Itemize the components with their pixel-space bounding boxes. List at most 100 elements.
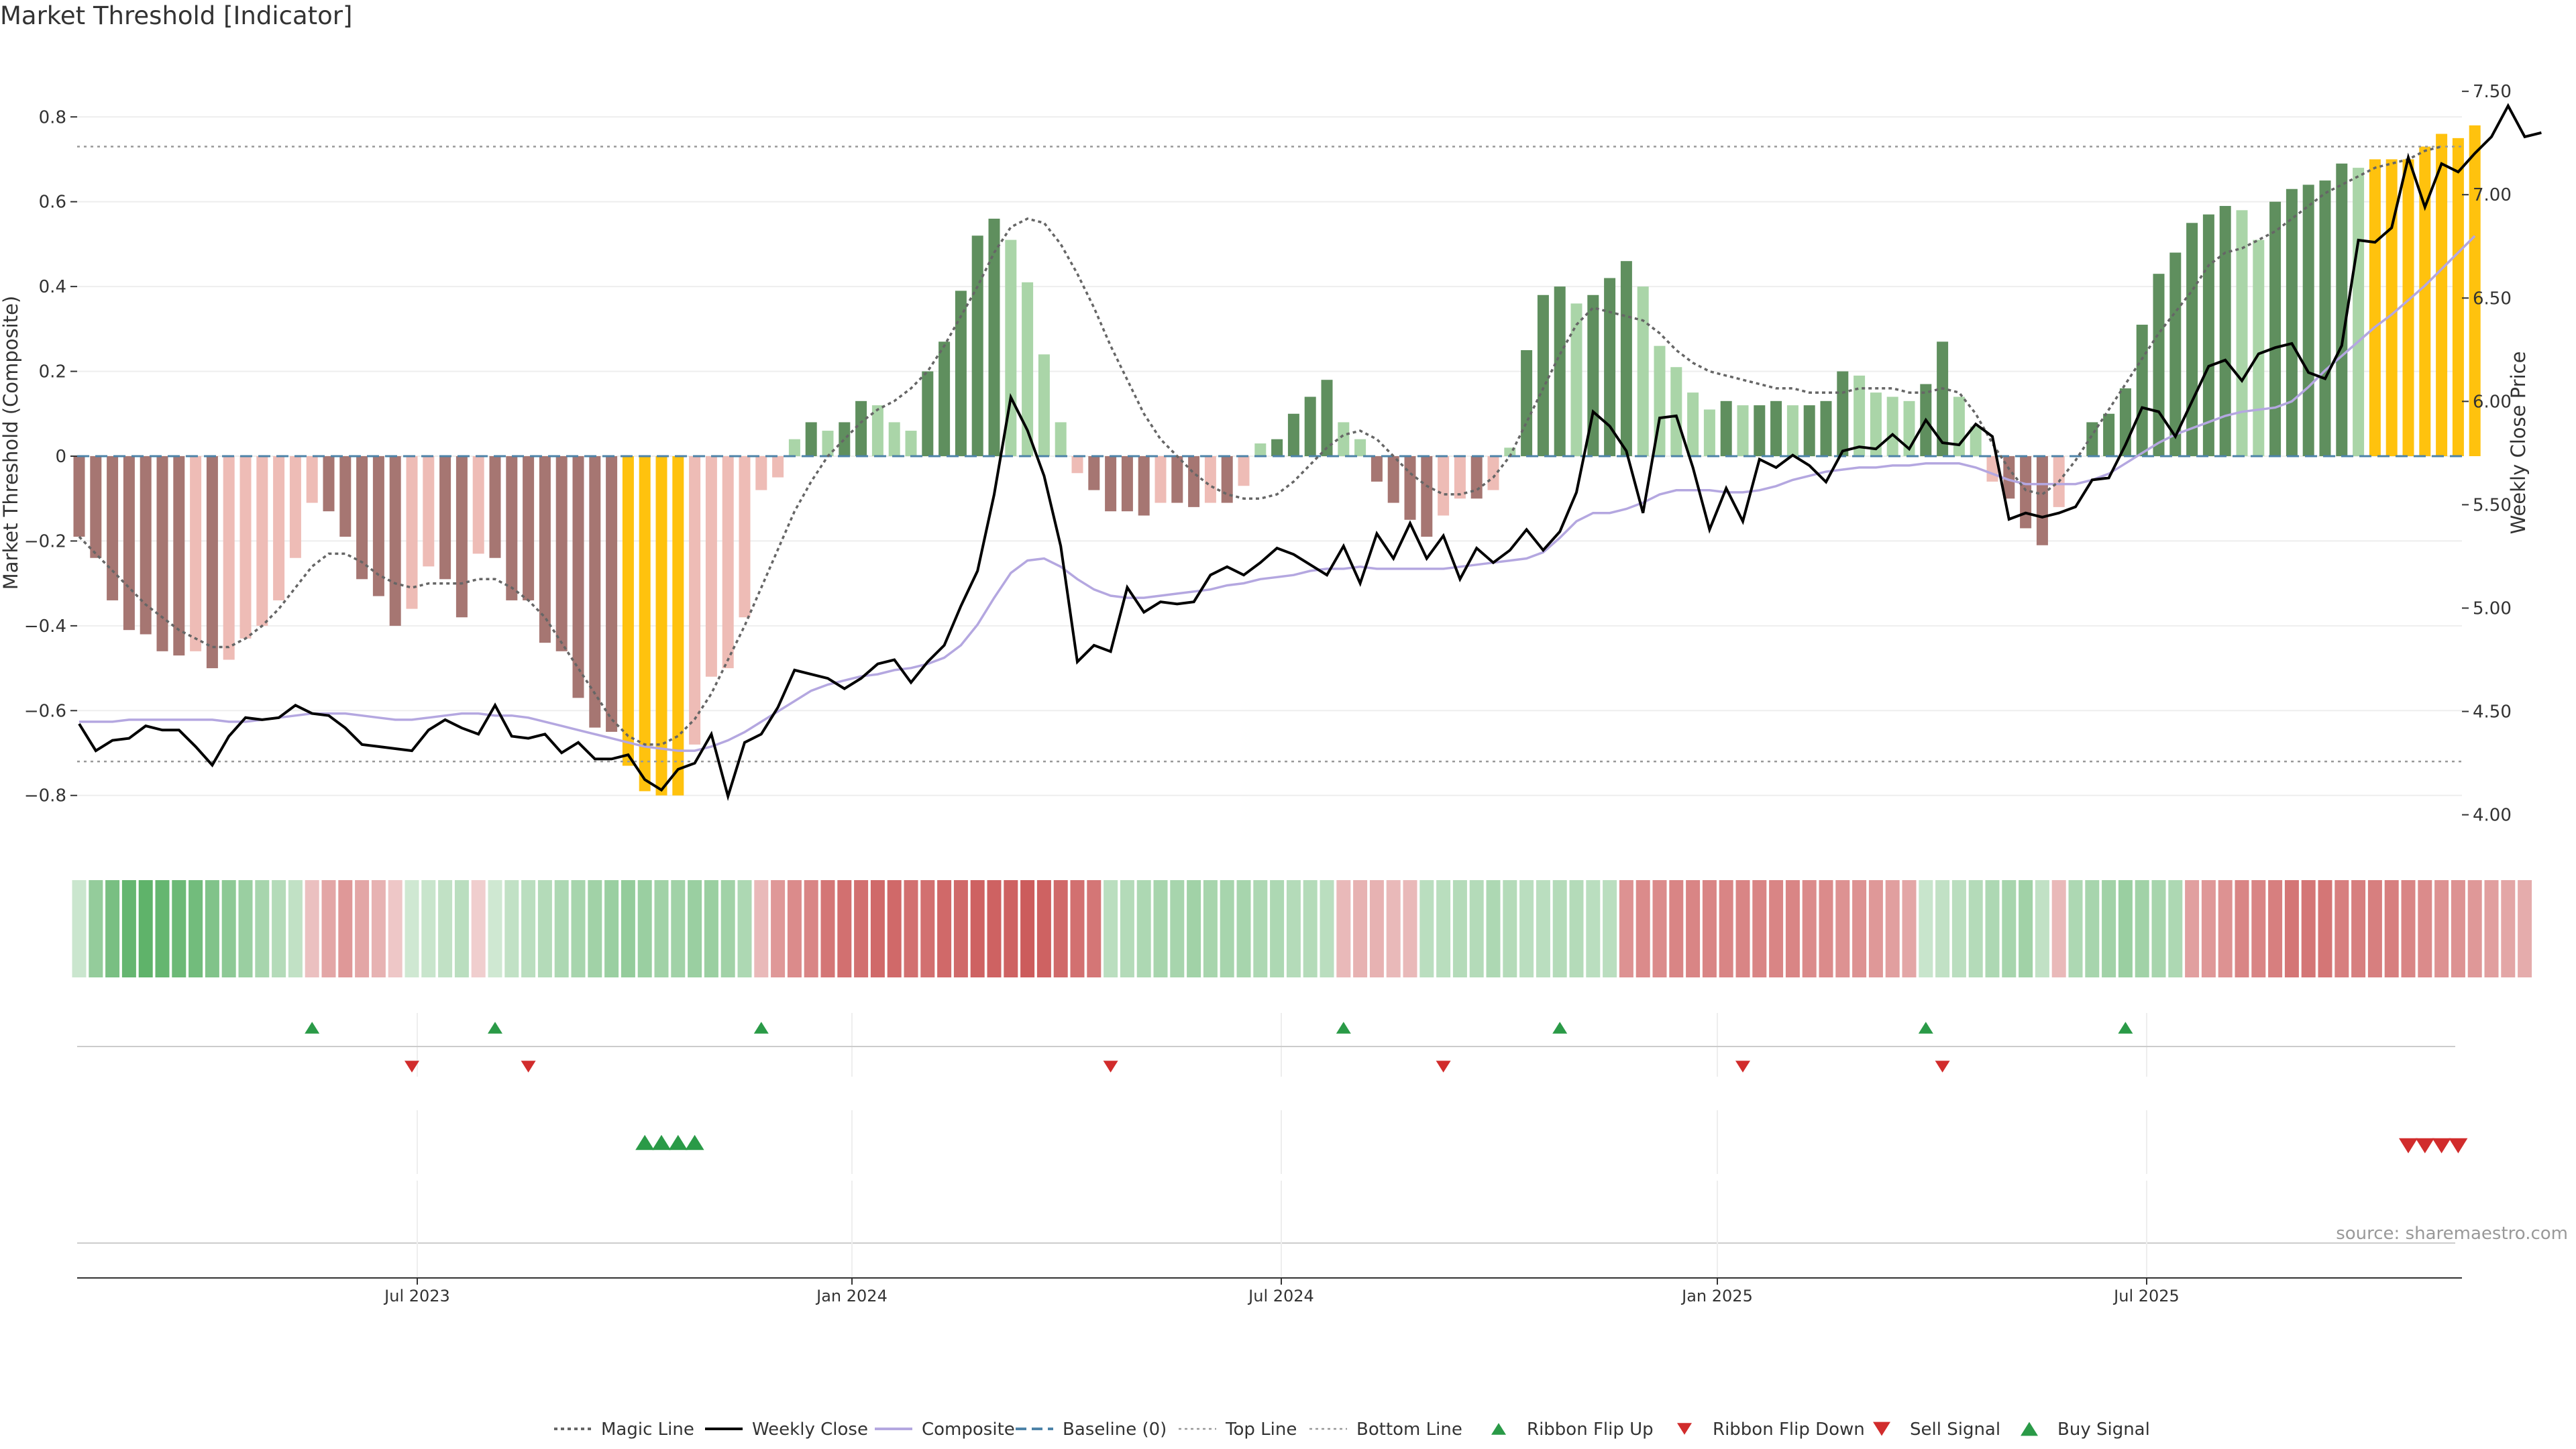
ribbon-cell [1087,880,1102,977]
ribbon-cell [2284,880,2299,977]
ribbon-cell [804,880,818,977]
composite-bar [90,456,102,558]
composite-bar [1421,456,1433,537]
composite-bar [2153,274,2165,456]
ribbon-cell [189,880,203,977]
composite-bar [256,456,268,626]
x-tick-label: Jan 2024 [815,1287,888,1305]
ribbon-cell [2518,880,2532,977]
ribbon-cell [2085,880,2100,977]
ribbon-cell [588,880,602,977]
ribbon-cell [1536,880,1550,977]
ribbon-cell [2501,880,2516,977]
chart-title: Market Threshold [Indicator] [0,1,353,30]
x-tick-label: Jul 2025 [2112,1287,2180,1305]
ribbon-cell [704,880,718,977]
ribbon-cell [787,880,802,977]
composite-bars [73,125,2481,796]
ribbon-cell [2135,880,2149,977]
ribbon-cell [1303,880,1318,977]
ribbon-cell [1868,880,1883,977]
composite-bar [1088,456,1100,490]
ribbon-cell [1951,880,1966,977]
ribbon-cell [1353,880,1368,977]
ribbon-cell [2002,880,2017,977]
ribbon-cell [105,880,120,977]
legend-swatch [1677,1423,1692,1435]
ribbon-cell [388,880,402,977]
composite-bar [1786,405,1799,456]
legend-label: Bottom Line [1356,1419,1462,1440]
ribbon-cell [1452,880,1467,977]
composite-bar [1970,426,1982,456]
ribbon-cell [205,880,219,977]
ribbon-cell [1336,880,1351,977]
legend-swatch [1491,1423,1506,1435]
ribbon-cell [537,880,552,977]
ribbon-cell [2467,880,2482,977]
ribbon-cell [1652,880,1667,977]
legend-label: Weekly Close [752,1419,868,1440]
composite-bar [173,456,185,656]
ribbon-flip-up-marker [488,1022,502,1034]
composite-bar [539,456,551,643]
composite-bar [772,456,784,478]
composite-bar [589,456,601,728]
composite-bar [971,235,983,456]
ribbon-cell [887,880,902,977]
ribbon-cell [2035,880,2049,977]
ribbon-cell [2068,880,2083,977]
composite-bar [1670,367,1682,456]
ribbon-cell [1852,880,1867,977]
ribbon-cell [1985,880,2000,977]
composite-bar [2253,239,2265,456]
weekly-close-line [78,103,2542,802]
composite-bar [1554,286,1566,456]
ribbon-cell [720,880,735,977]
ribbon-cell [621,880,635,977]
legend-item: Baseline (0) [1016,1419,1167,1440]
ribbon-cell [272,880,286,977]
ribbon-cell [1036,880,1051,977]
y2-tick-label: 5.00 [2473,598,2512,619]
x-axis: Jul 2023 Jan 2024 Jul 2024 Jan 2025 Jul 2025 [77,1181,2462,1305]
y2-tick-label: 5.50 [2473,495,2512,515]
y2-axis-label: Weekly Close Price [2507,352,2530,535]
legend-label: Sell Signal [1910,1419,2000,1440]
legend-label: Ribbon Flip Up [1527,1419,1654,1440]
composite-bar [1138,456,1150,516]
sell-signal-marker [2432,1138,2451,1154]
ribbon-cell [89,880,103,977]
ribbon-cell [2334,880,2349,977]
ribbon-cell [1004,880,1018,977]
source-watermark: source: sharemaestro.com [2336,1224,2568,1244]
ribbon-cell [1669,880,1684,977]
composite-bar [1754,405,1766,456]
composite-bar [1438,456,1450,516]
composite-bar [655,456,667,796]
ribbon-cell [1220,880,1234,977]
buy-signal-marker [685,1134,704,1150]
ribbon-cell [1253,880,1268,977]
ribbon-cell [1935,880,1950,977]
ribbon-cell [1187,880,1201,977]
x-tick-label: Jul 2024 [1247,1287,1314,1305]
composite-bar [822,431,834,456]
ribbon-cell [970,880,985,977]
composite-bar [606,456,618,732]
composite-bar [988,218,1000,456]
ribbon-cell [1785,880,1800,977]
composite-bar [1870,392,1882,456]
composite-bar [1338,422,1350,456]
ribbon-cell [1819,880,1833,977]
composite-bar [2286,189,2298,456]
legend-label: Baseline (0) [1063,1419,1167,1440]
composite-bar [455,456,468,618]
composite-bar [2385,159,2398,457]
ribbon-cell [1403,880,1417,977]
composite-bar [1321,380,1333,456]
ribbon-cell [754,880,769,977]
ribbon-cell [2434,880,2449,977]
composite-bar [206,456,218,669]
ribbon-cell [1885,880,1900,977]
